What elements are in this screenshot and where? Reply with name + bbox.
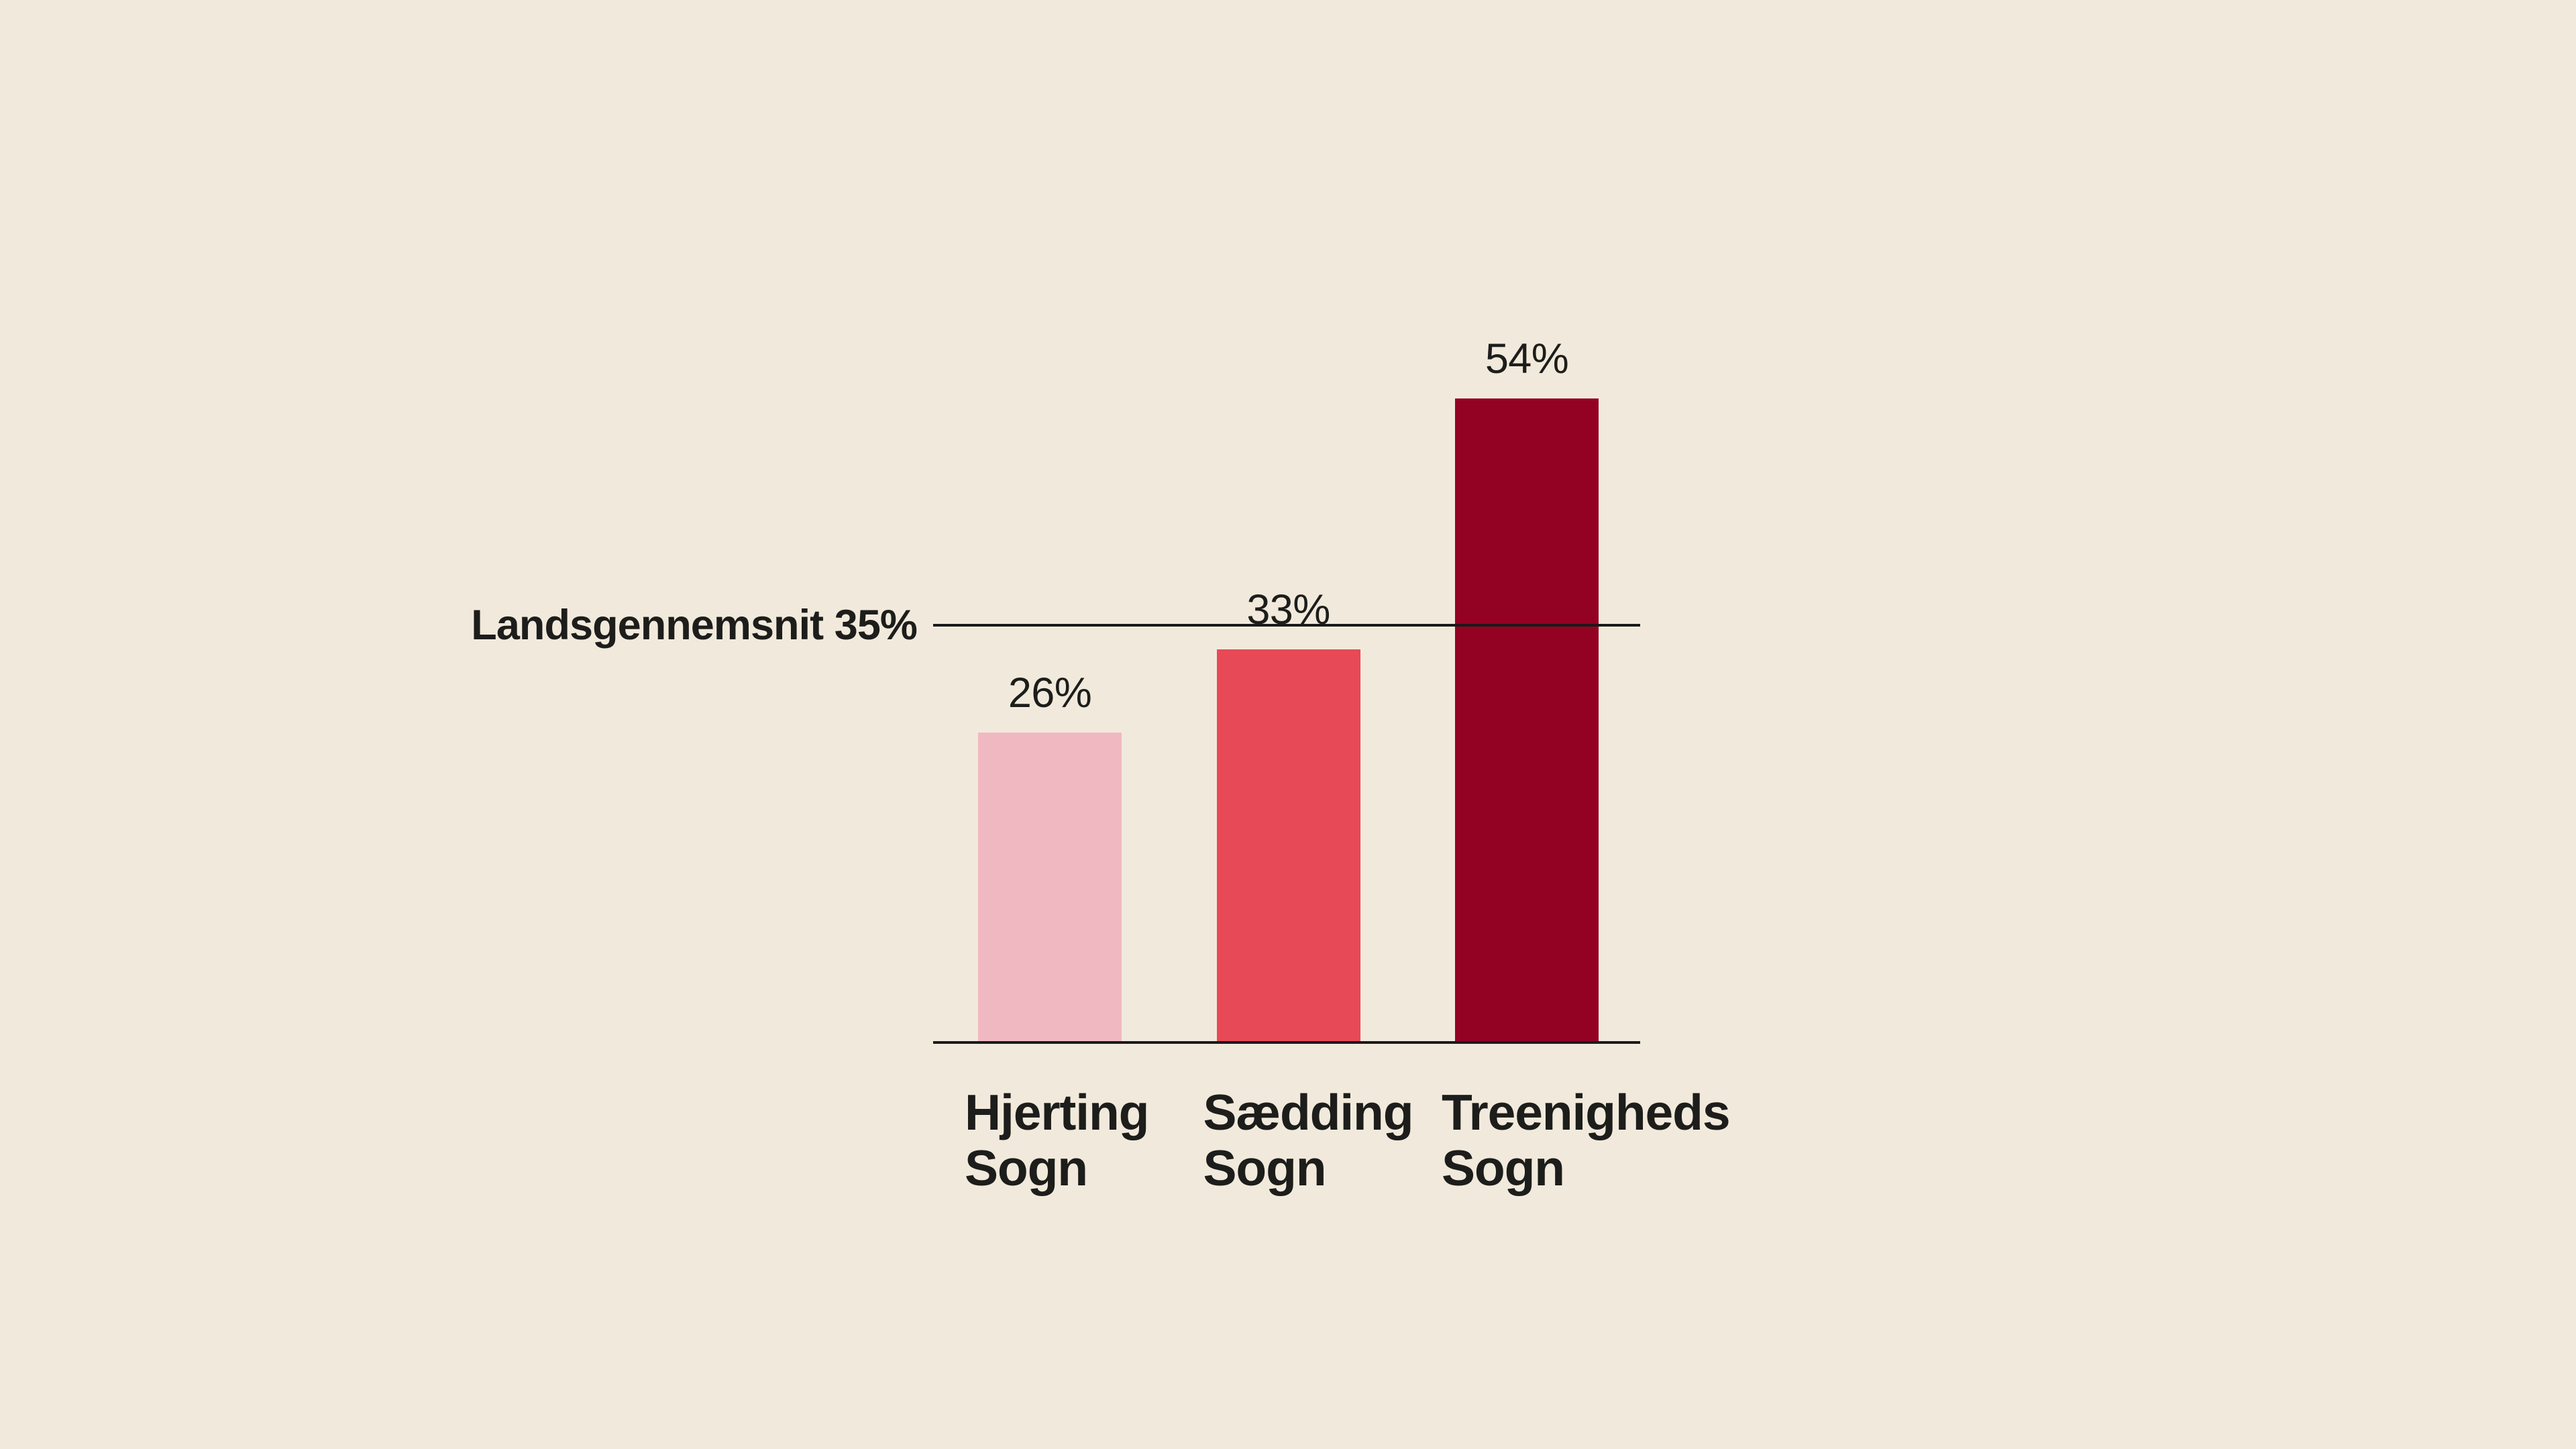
bar-value-label-0: 26% [1008, 669, 1092, 716]
bar-category-label-line: Sædding [1203, 1084, 1414, 1140]
reference-line-label: Landsgennemsnit 35% [471, 602, 918, 649]
bar-1 [1216, 649, 1360, 1042]
bar-2 [1455, 398, 1599, 1042]
bar-value-label-2: 54% [1485, 335, 1569, 383]
reference-line [933, 624, 1640, 627]
bar-category-label-line: Sogn [965, 1140, 1088, 1196]
bar-category-label-line: Sogn [1442, 1140, 1565, 1196]
bar-value-label-1: 33% [1246, 586, 1330, 633]
x-axis-baseline [933, 1041, 1640, 1044]
bar-category-label-0: Hjerting Sogn [965, 1084, 1149, 1196]
bar-category-label-line: Hjerting [965, 1084, 1149, 1140]
bar-category-label-2: Treenigheds Sogn [1442, 1084, 1731, 1196]
bar-category-label-1: Sædding Sogn [1203, 1084, 1414, 1196]
bar-category-label-line: Treenigheds [1442, 1084, 1731, 1140]
bar-0 [978, 732, 1122, 1042]
bar-category-label-line: Sogn [1203, 1140, 1327, 1196]
